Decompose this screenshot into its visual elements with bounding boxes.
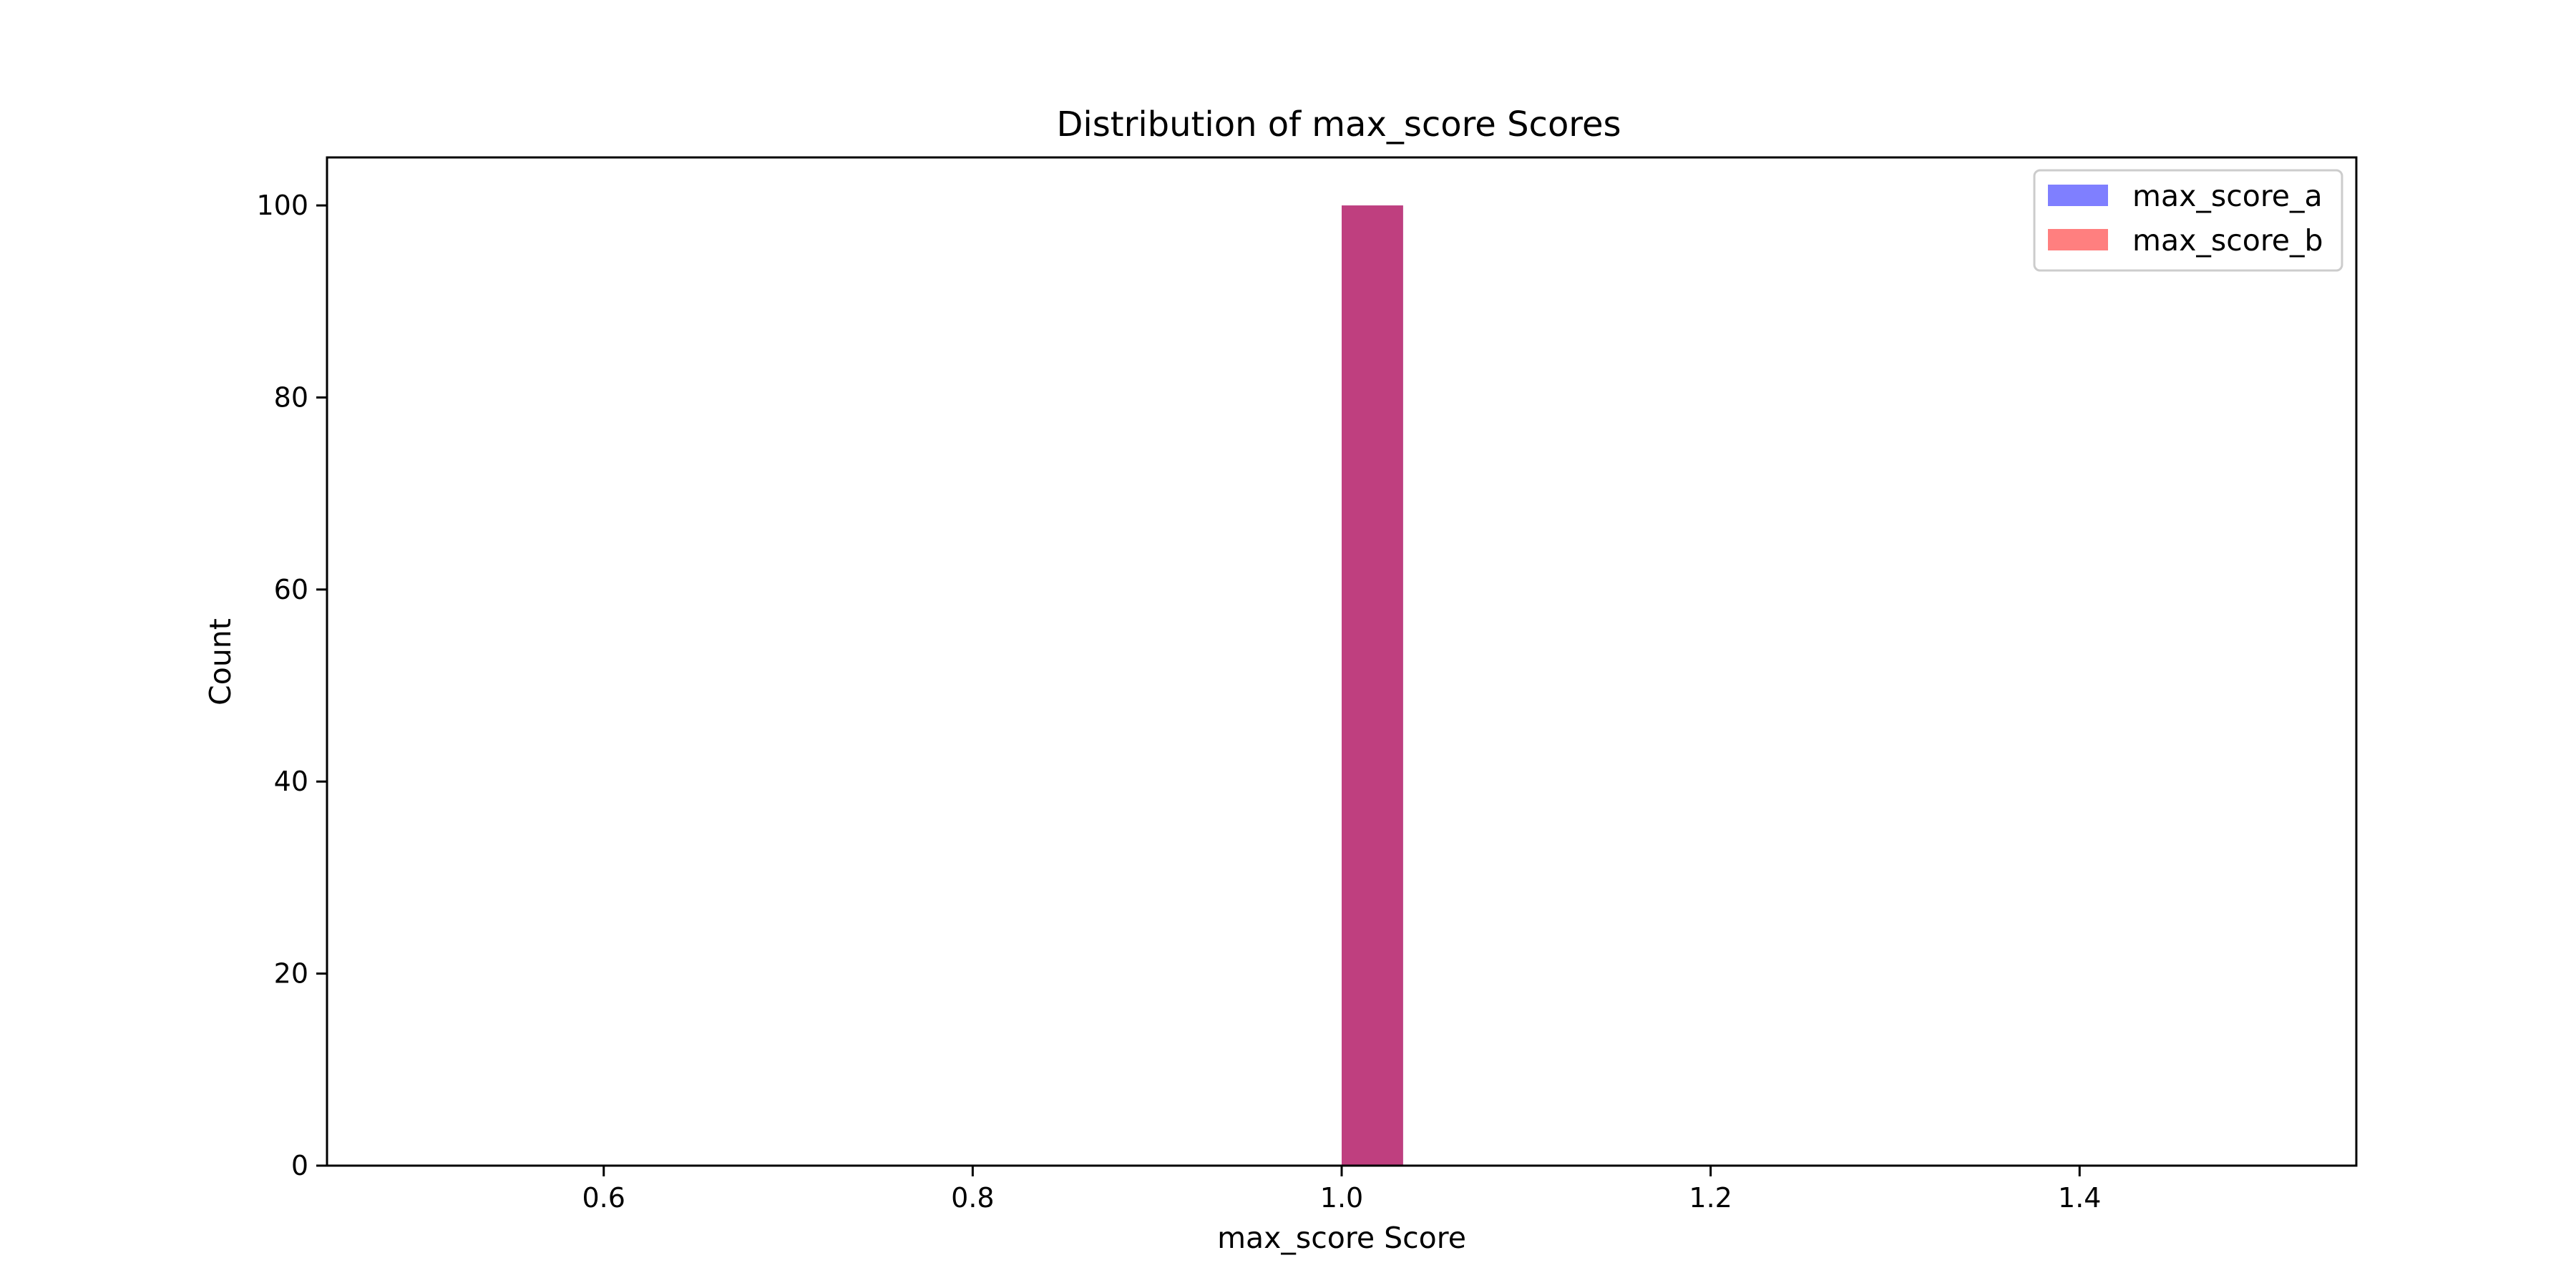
y-tick-label: 60	[274, 574, 308, 605]
plot-frame	[326, 156, 2358, 1167]
y-tick-label: 20	[274, 958, 308, 990]
x-tick-label: 1.0	[1320, 1182, 1363, 1214]
legend: max_score_a max_score_b	[2033, 169, 2343, 272]
bars-layer	[1342, 205, 1403, 1166]
x-tick-label: 0.6	[582, 1182, 625, 1214]
legend-label-max-score-b: max_score_b	[2132, 223, 2323, 258]
x-ticks: 0.6 0.8 1.0 1.2 1.4	[582, 1166, 2101, 1214]
y-tick-label: 40	[274, 766, 308, 797]
x-axis-label: max_score Score	[1217, 1221, 1466, 1255]
y-tick-label: 0	[291, 1150, 308, 1181]
y-axis-label: Count	[203, 618, 238, 706]
y-tick-label: 80	[274, 381, 308, 413]
x-tick-label: 1.4	[2058, 1182, 2101, 1214]
legend-label-max-score-a: max_score_a	[2132, 179, 2323, 213]
legend-swatch-max-score-b	[2048, 229, 2108, 250]
y-ticks: 0 20 40 60 80 100	[256, 190, 327, 1181]
y-tick-label: 100	[256, 190, 308, 221]
x-tick-label: 1.2	[1689, 1182, 1732, 1214]
chart-title: Distribution of max_score Scores	[1056, 104, 1621, 145]
bar-max-score-b-0	[1342, 205, 1403, 1166]
legend-frame	[2033, 169, 2343, 272]
x-tick-label: 0.8	[951, 1182, 994, 1214]
legend-swatch-max-score-a	[2048, 185, 2108, 206]
